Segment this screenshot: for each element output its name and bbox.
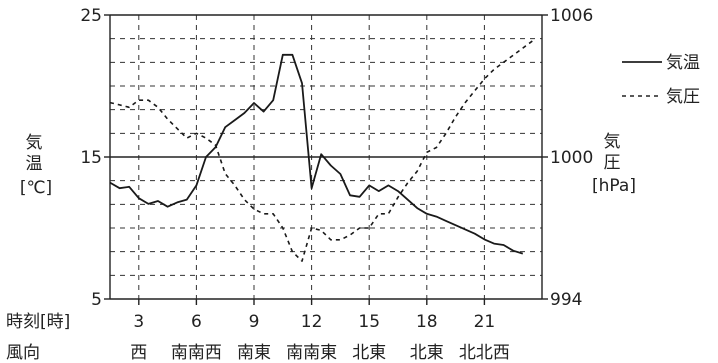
x-tick-label-2: 9: [249, 312, 260, 332]
x-tick-label-1: 6: [191, 312, 202, 332]
left-tick-label-1: 15: [80, 148, 102, 168]
right-tick-label-2: 994: [550, 290, 582, 310]
wind-label-3: 南南東: [286, 343, 337, 363]
left-axis-label-char-2: 温: [26, 154, 43, 174]
labels: 気 温 [℃] 気 圧 [hPa] 時刻[時] 風向: [6, 132, 636, 363]
wind-label-2: 南東: [237, 343, 271, 363]
right-axis-unit: [hPa]: [592, 176, 636, 196]
series-line-1: [109, 40, 533, 262]
legend: 気温 気圧: [622, 53, 700, 107]
right-tick-label-0: 1006: [550, 6, 593, 26]
wind-row-label: 風向: [6, 343, 40, 363]
wind-label-4: 北東: [352, 343, 386, 363]
left-tick-label-0: 25: [80, 6, 102, 26]
left-axis-label-char-1: 気: [26, 133, 43, 153]
legend-label-pressure: 気圧: [666, 87, 700, 107]
x-tick-label-3: 12: [301, 312, 323, 332]
x-tick-label-0: 3: [133, 312, 144, 332]
right-axis-label-char-1: 気: [604, 132, 621, 152]
x-tick-label-5: 18: [416, 312, 438, 332]
wind-label-5: 北東: [410, 343, 444, 363]
wind-label-1: 南南西: [171, 343, 222, 363]
x-tick-label-6: 21: [474, 312, 496, 332]
wind-label-0: 西: [130, 343, 147, 363]
legend-label-temp: 気温: [666, 53, 700, 73]
left-tick-label-2: 5: [91, 290, 102, 310]
right-tick-label-1: 1000: [550, 148, 593, 168]
series: [109, 40, 533, 262]
x-axis-label: 時刻[時]: [6, 312, 70, 332]
wind-label-6: 北北西: [459, 343, 510, 363]
right-axis-label-char-2: 圧: [604, 153, 621, 173]
series-line-0: [109, 53, 524, 255]
x-tick-label-4: 15: [358, 312, 380, 332]
left-axis-unit: [℃]: [20, 178, 52, 198]
